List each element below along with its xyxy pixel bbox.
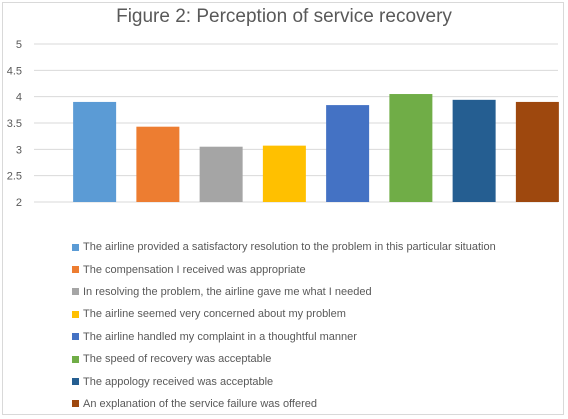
bar-2 [136,126,180,202]
legend-label: The airline handled my complaint in a th… [83,330,357,343]
y-tick-label: 4.5 [7,65,22,77]
legend-swatch [72,288,79,296]
bar-1 [73,101,117,202]
legend-label: The compensation I received was appropri… [83,263,306,276]
chart-frame [2,2,564,415]
chart-title: Figure 2: Perception of service recovery [116,6,452,27]
y-tick-label: 2.5 [7,171,22,183]
legend-label: The appology received was acceptable [83,375,274,388]
legend-swatch [72,333,79,341]
legend-label: The airline provided a satisfactory reso… [83,241,496,254]
legend-label: An explanation of the service failure wa… [83,397,317,410]
legend-item: The airline handled my complaint in a th… [72,326,552,348]
y-tick-label: 2 [16,197,22,209]
legend-item: The airline seemed very concerned about … [72,303,552,325]
y-tick-label: 3.5 [7,118,22,130]
legend-item: The compensation I received was appropri… [72,258,552,280]
legend-swatch [72,243,79,251]
legend-item: The speed of recovery was acceptable [72,348,552,370]
legend-label: In resolving the problem, the airline ga… [83,285,372,298]
bar-7 [452,99,496,202]
y-tick-label: 4 [16,92,22,104]
legend-swatch [72,378,79,386]
bar-6 [389,94,433,202]
y-tick-label: 5 [16,39,22,51]
legend-swatch [72,400,79,408]
legend-item: The appology received was acceptable [72,370,552,392]
bar-4 [262,145,306,202]
legend-swatch [72,266,79,274]
legend-label: The airline seemed very concerned about … [83,308,346,321]
bar-3 [199,146,243,202]
legend: The airline provided a satisfactory reso… [72,236,552,415]
legend-item: An explanation of the service failure wa… [72,393,552,415]
bar-8 [515,101,559,202]
legend-item: In resolving the problem, the airline ga… [72,281,552,303]
legend-label: The speed of recovery was acceptable [83,353,272,366]
legend-swatch [72,310,79,318]
legend-swatch [72,355,79,363]
y-tick-label: 3 [16,144,22,156]
bar-5 [326,105,370,202]
legend-item: The airline provided a satisfactory reso… [72,236,552,258]
